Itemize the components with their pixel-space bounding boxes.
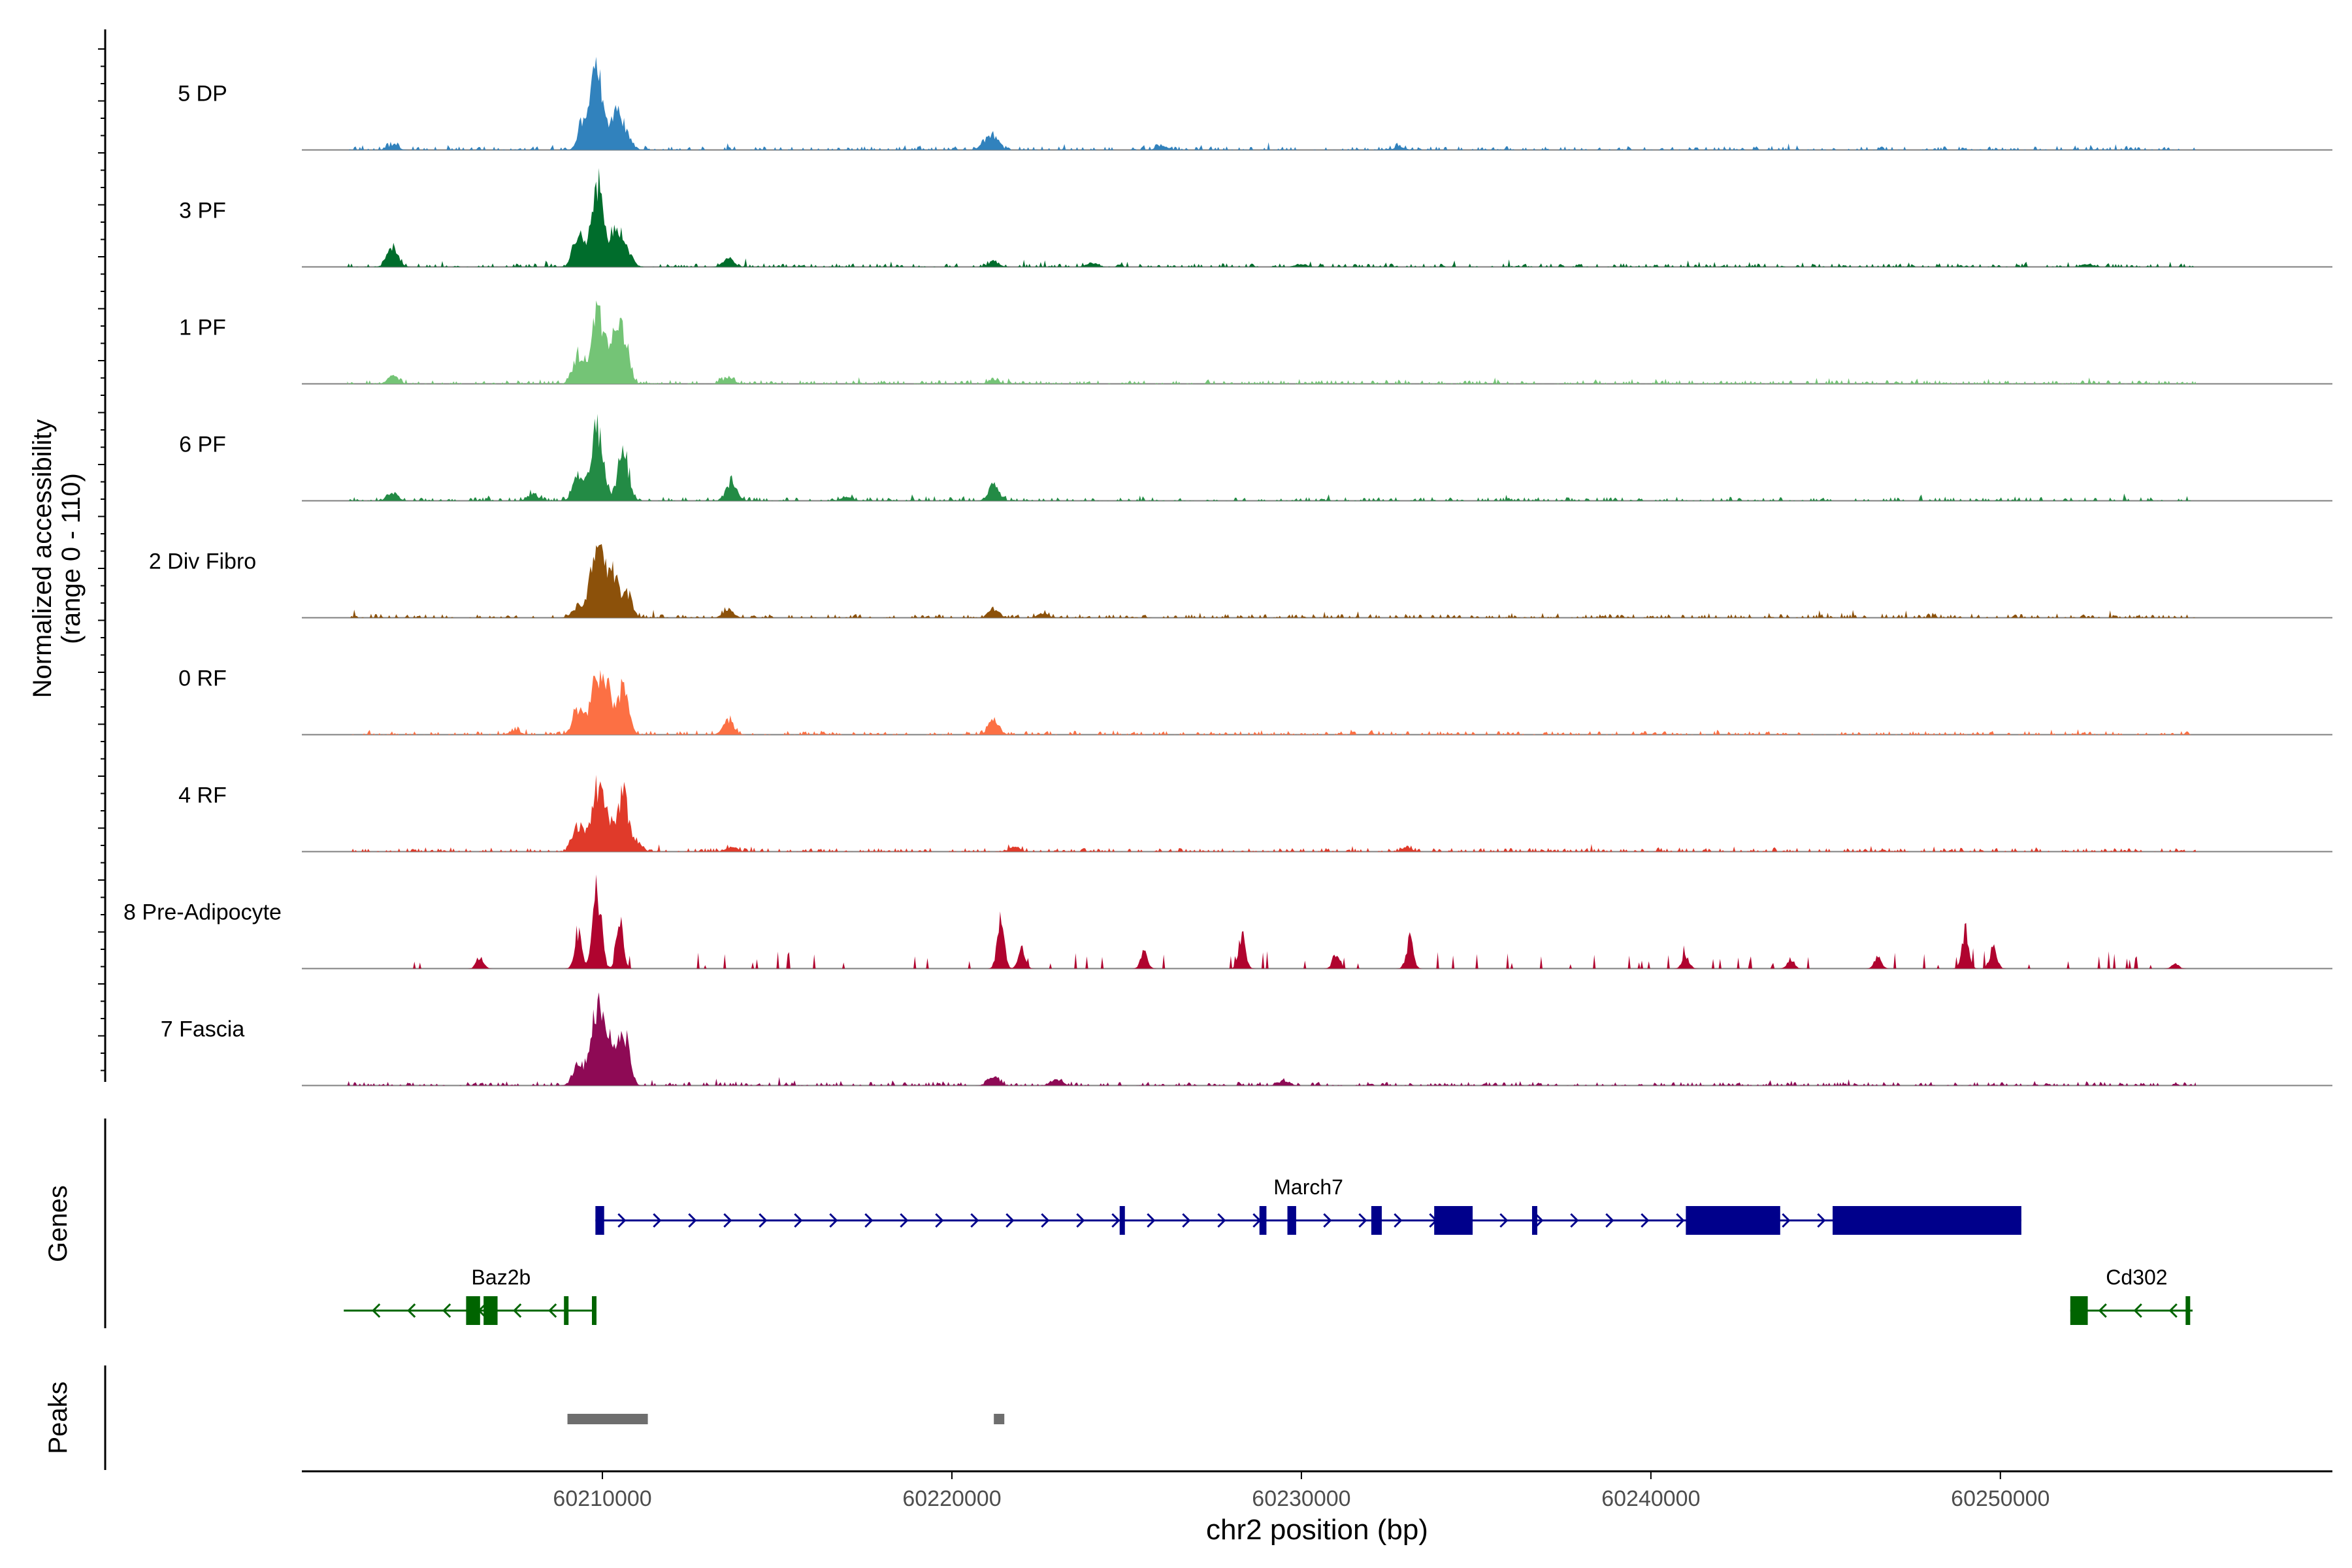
gene-exon	[2185, 1296, 2191, 1325]
peaks-track	[567, 1414, 1005, 1424]
strand-arrow-icon	[1076, 1213, 1085, 1228]
gene-exon	[1287, 1206, 1296, 1235]
strand-arrow-icon	[442, 1303, 451, 1318]
track-label: 5 DP	[178, 82, 227, 106]
x-axis-label: chr2 position (bp)	[1206, 1514, 1428, 1546]
genes-panel-label: Genes	[44, 1185, 73, 1262]
strand-arrow-icon	[1358, 1213, 1367, 1228]
gene-exon	[564, 1296, 569, 1325]
track-label: 0 RF	[178, 666, 227, 691]
gene-exon	[483, 1296, 498, 1325]
peaks-panel-label: Peaks	[44, 1381, 73, 1454]
x-tick-label: 60220000	[902, 1486, 1001, 1511]
strand-arrow-icon	[1641, 1213, 1650, 1228]
x-tick-label: 60250000	[1951, 1486, 2050, 1511]
strand-arrow-icon	[1005, 1213, 1015, 1228]
strand-arrow-icon	[723, 1213, 732, 1228]
x-axis-ticks: 60210000 60220000 60230000 60240000 60250000	[553, 1471, 2050, 1511]
strand-arrow-icon	[970, 1213, 979, 1228]
track-label: 2 Div Fibro	[149, 549, 256, 574]
track-label: 6 PF	[179, 433, 226, 457]
strand-arrow-icon	[1817, 1213, 1826, 1228]
strand-arrow-icon	[548, 1303, 557, 1318]
strand-arrow-icon	[372, 1303, 381, 1318]
gene-exon	[1686, 1206, 1780, 1235]
y-axis-range-label: (range 0 - 110)	[57, 473, 86, 644]
strand-arrow-icon	[1499, 1213, 1509, 1228]
strand-arrow-icon	[1182, 1213, 1191, 1228]
strand-arrow-icon	[1782, 1213, 1791, 1228]
strand-arrow-icon	[2098, 1303, 2107, 1318]
strand-arrow-icon	[1605, 1213, 1614, 1228]
peak-region	[567, 1414, 648, 1424]
gene-exon	[595, 1206, 604, 1235]
gene-exon	[1259, 1206, 1267, 1235]
strand-arrow-icon	[1147, 1213, 1156, 1228]
x-tick-label: 60240000	[1601, 1486, 1700, 1511]
strand-arrow-icon	[900, 1213, 909, 1228]
x-tick-label: 60230000	[1252, 1486, 1350, 1511]
strand-arrow-icon	[653, 1213, 662, 1228]
gene-exon	[1434, 1206, 1473, 1235]
strand-arrow-icon	[1217, 1213, 1226, 1228]
strand-arrow-icon	[829, 1213, 838, 1228]
strand-arrow-icon	[1111, 1213, 1120, 1228]
y-axis-label: Normalized accessibility	[28, 419, 57, 698]
track-label: 7 Fascia	[161, 1017, 245, 1042]
strand-arrow-icon	[1323, 1213, 1332, 1228]
strand-arrow-icon	[1676, 1213, 1685, 1228]
strand-arrow-icon	[688, 1213, 697, 1228]
gene-label: Cd302	[2106, 1266, 2167, 1289]
track-label: 4 RF	[178, 783, 227, 808]
strand-arrow-icon	[1535, 1213, 1544, 1228]
strand-arrow-icon	[2168, 1303, 2178, 1318]
gene-exon	[2070, 1296, 2088, 1325]
gene-exon	[1833, 1206, 2021, 1235]
peak-region	[994, 1414, 1005, 1424]
strand-arrow-icon	[1394, 1213, 1403, 1228]
coverage-tracks: 5 DP 3 PF 1 PF 6 PF 2 Div Fibro 0 RF 4 RF 8 Pre…	[123, 56, 2332, 1086]
genes-track: March7 Baz2b Cd302	[344, 1175, 2193, 1325]
track-label: 3 PF	[179, 199, 226, 223]
track-label: 8 Pre-Adipocyte	[123, 900, 282, 925]
gene-label: Baz2b	[472, 1266, 531, 1289]
strand-arrow-icon	[1570, 1213, 1579, 1228]
strand-arrow-icon	[935, 1213, 944, 1228]
strand-arrow-icon	[864, 1213, 874, 1228]
gene-label: March7	[1273, 1175, 1343, 1199]
gene-exon	[1119, 1206, 1125, 1235]
strand-arrow-icon	[794, 1213, 803, 1228]
x-tick-label: 60210000	[553, 1486, 651, 1511]
gene-exon	[1531, 1206, 1538, 1235]
track-label: 1 PF	[179, 316, 226, 340]
gene-exon	[592, 1296, 596, 1325]
strand-arrow-icon	[513, 1303, 522, 1318]
strand-arrow-icon	[407, 1303, 416, 1318]
gene-exon	[466, 1296, 480, 1325]
gene-exon	[1371, 1206, 1382, 1235]
strand-arrow-icon	[2133, 1303, 2142, 1318]
strand-arrow-icon	[1041, 1213, 1050, 1228]
strand-arrow-icon	[617, 1213, 627, 1228]
coverage-y-ticks	[98, 48, 105, 1071]
strand-arrow-icon	[759, 1213, 768, 1228]
